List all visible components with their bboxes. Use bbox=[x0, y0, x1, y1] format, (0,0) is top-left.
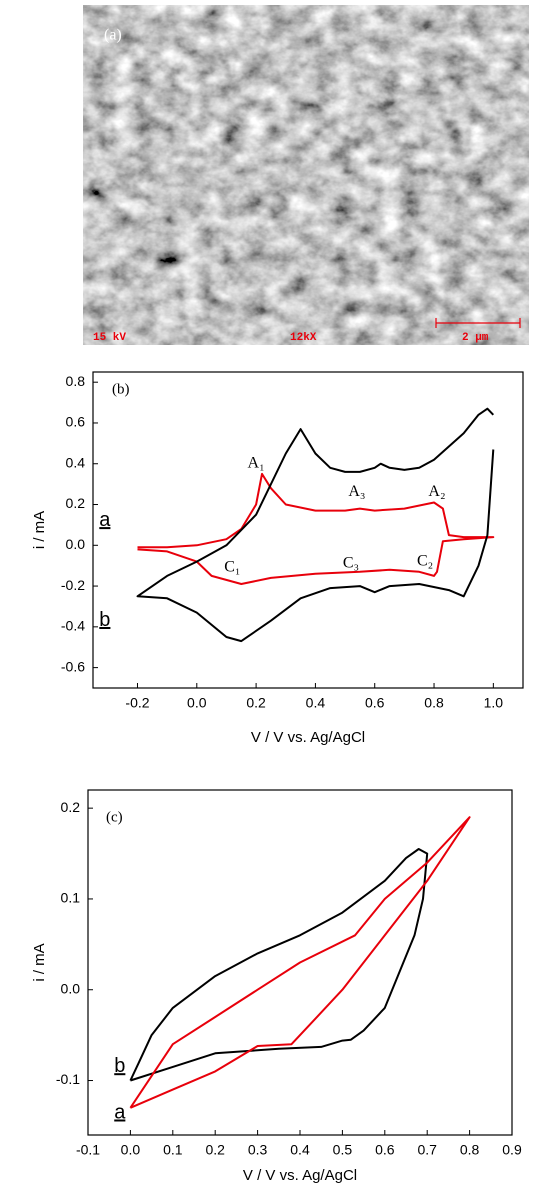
y-tick-label: 0.6 bbox=[66, 414, 86, 430]
peak-annotation: C₂ bbox=[417, 552, 433, 569]
voltage-label: 15 kV bbox=[93, 332, 126, 344]
y-tick-label: 0.2 bbox=[61, 799, 81, 815]
x-tick-label: -0.2 bbox=[125, 695, 149, 711]
x-tick-label: 0.2 bbox=[246, 695, 266, 711]
series-label: b bbox=[114, 1055, 125, 1077]
peak-annotation: A₃ bbox=[348, 483, 365, 500]
x-tick-label: -0.1 bbox=[76, 1142, 100, 1158]
series-label: a bbox=[114, 1101, 126, 1123]
y-tick-label: 0.0 bbox=[61, 980, 81, 996]
panel-label: (a) bbox=[104, 27, 122, 44]
x-tick-label: 0.4 bbox=[290, 1142, 310, 1158]
series-label: b bbox=[99, 609, 110, 631]
series-line bbox=[136, 407, 495, 643]
x-tick-label: 0.3 bbox=[248, 1142, 268, 1158]
x-tick-label: 0.7 bbox=[417, 1142, 437, 1158]
x-axis-label: V / V vs. Ag/AgCl bbox=[251, 729, 365, 746]
x-tick-label: 0.0 bbox=[187, 695, 207, 711]
x-tick-label: 0.8 bbox=[460, 1142, 480, 1158]
x-tick-label: 0.6 bbox=[375, 1142, 395, 1158]
series-label: a bbox=[99, 509, 111, 531]
scale-bar-label: 2 μm bbox=[462, 332, 489, 344]
y-axis-label: i / mA bbox=[31, 943, 48, 981]
x-tick-label: 0.2 bbox=[205, 1142, 225, 1158]
series-line bbox=[129, 816, 471, 1109]
sem-image: (a) 15 kV 12kX 2 μm bbox=[83, 5, 529, 345]
peak-annotation: A₁ bbox=[248, 454, 265, 471]
peak-annotation: C₃ bbox=[343, 554, 359, 571]
y-tick-label: 0.2 bbox=[66, 495, 86, 511]
series-line bbox=[137, 472, 495, 585]
panel-label: (c) bbox=[106, 809, 123, 825]
magnification-label: 12kX bbox=[290, 332, 317, 344]
x-tick-label: 0.9 bbox=[502, 1142, 522, 1158]
peak-annotation: C₁ bbox=[224, 558, 240, 575]
y-tick-label: 0.1 bbox=[61, 890, 81, 906]
chart: -0.1 0.0 0.1 0.2 0.3 0.4 0.5 0.6 0.7 0.8 0.9 -0.1 0.… bbox=[31, 789, 522, 1184]
y-tick-label: -0.2 bbox=[61, 577, 85, 593]
peak-annotation: A₂ bbox=[428, 483, 445, 500]
x-tick-label: 0.6 bbox=[365, 695, 385, 711]
x-tick-label: 0.4 bbox=[306, 695, 326, 711]
plot-frame bbox=[92, 371, 524, 689]
x-axis-label: V / V vs. Ag/AgCl bbox=[243, 1167, 357, 1184]
sem-texture bbox=[83, 5, 529, 345]
series-line bbox=[129, 848, 429, 1082]
x-tick-label: 0.1 bbox=[163, 1142, 183, 1158]
y-tick-label: -0.4 bbox=[61, 618, 85, 634]
y-tick-label: 0.0 bbox=[66, 536, 86, 552]
chart: -0.2 0.0 0.2 0.4 0.6 0.8 1.0 -0.6 -0.4 -0.2 0.0 0.2… bbox=[31, 371, 524, 746]
y-tick-label: -0.6 bbox=[61, 658, 85, 674]
y-tick-label: 0.4 bbox=[66, 454, 86, 470]
x-tick-label: 0.8 bbox=[424, 695, 444, 711]
x-tick-label: 0.0 bbox=[121, 1142, 141, 1158]
y-tick-label: 0.8 bbox=[66, 373, 86, 389]
panel-label: (b) bbox=[112, 381, 130, 397]
x-tick-label: 0.5 bbox=[333, 1142, 353, 1158]
y-axis-label: i / mA bbox=[31, 511, 48, 549]
y-tick-label: -0.1 bbox=[56, 1071, 80, 1087]
x-tick-label: 1.0 bbox=[484, 695, 504, 711]
